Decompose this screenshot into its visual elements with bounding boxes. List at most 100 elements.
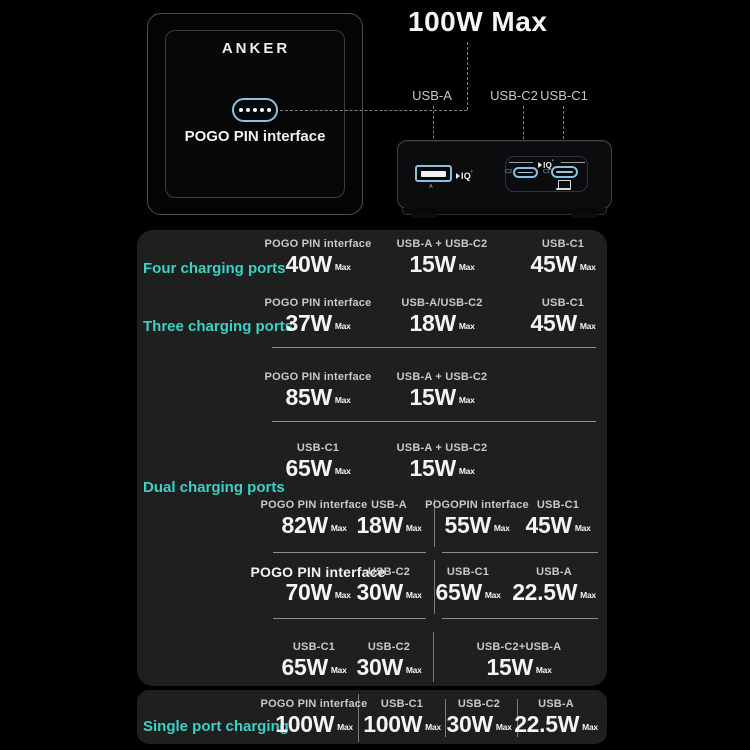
spec-cell: USB-A + USB-C2 15W Max: [397, 371, 488, 415]
column-divider: [434, 560, 435, 614]
row-divider: [442, 618, 598, 619]
spec-card-single-port: [137, 690, 607, 744]
max-suffix: Max: [334, 590, 351, 600]
max-suffix: Max: [330, 523, 347, 533]
port-name-label: POGO PIN interface: [264, 238, 372, 250]
spec-cell: USB-C1 100W Max: [363, 698, 441, 742]
spec-cell: USB-C1 45W Max: [530, 297, 595, 341]
pogo-pin-icon: [232, 98, 278, 122]
wattage-value: 82W Max: [281, 512, 346, 543]
port-name-label: USB-C1: [541, 297, 585, 309]
port-name-label: USB-C1: [536, 499, 580, 511]
charger-base: [402, 208, 607, 215]
wattage-value: 100W Max: [363, 711, 441, 742]
charger-foot: [412, 214, 438, 218]
usb-c1-callout-line: [563, 106, 564, 164]
usb-a-tongue: [421, 171, 446, 177]
laptop-icon-base: [556, 188, 571, 190]
spec-cell: POGO PIN interface 85W Max: [265, 371, 372, 415]
row-divider: [272, 347, 596, 348]
spec-cell: USB-C1 65W Max: [281, 641, 346, 685]
port-name-label: USB-C2: [457, 698, 501, 710]
wattage-value: 15W Max: [409, 251, 474, 282]
spec-cell: USB-C1 45W Max: [525, 499, 590, 543]
wattage-value: 22.5W Max: [514, 711, 598, 742]
max-suffix: Max: [337, 722, 353, 732]
spec-cell: USB-C2 30W Max: [446, 698, 511, 742]
max-suffix: Max: [580, 590, 596, 600]
port-name-label: USB-A/USB-C2: [401, 297, 483, 309]
row-divider: [272, 421, 596, 422]
max-suffix: Max: [405, 523, 422, 533]
poweriq-triangle: [538, 162, 543, 168]
max-wattage-title: 100W Max: [408, 6, 548, 37]
port-name-label: POGO PIN interface: [264, 297, 372, 309]
column-divider: [358, 694, 359, 742]
port-name-label: POGO PIN interface: [260, 698, 368, 710]
port-name-label: USB-A: [536, 566, 572, 578]
wattage-value: 65W Max: [281, 654, 346, 685]
wattage-value: 22.5W Max: [512, 579, 596, 610]
usb-c2-port-mark: C2: [505, 169, 513, 175]
poweriq-triangle: [456, 173, 460, 179]
max-suffix: Max: [334, 395, 351, 405]
max-suffix: Max: [458, 262, 475, 272]
port-name-label: POGO PIN interface: [250, 564, 386, 580]
usb-c2-port-icon: [513, 167, 538, 178]
spec-cell: POGO PIN interface 100W Max: [261, 698, 368, 742]
iq-bracket-line: [509, 162, 533, 163]
section-label-three-ports: Three charging ports: [143, 318, 294, 335]
spec-cell: POGOPIN interface 55W Max: [425, 499, 529, 543]
usb-c2-callout-line: [523, 106, 524, 165]
max-suffix: Max: [334, 262, 351, 272]
port-name-label: USB-A: [371, 499, 407, 511]
max-suffix: Max: [493, 523, 510, 533]
port-name-label: USB-C2: [367, 641, 411, 653]
iq-bracket-line: [561, 162, 585, 163]
port-name-label: POGOPIN interface: [425, 499, 529, 511]
spec-cell: USB-A + USB-C2 15W Max: [397, 442, 488, 486]
spec-cell: USB-A 22.5W Max: [514, 698, 598, 742]
spec-cell: USB-A 18W Max: [356, 499, 421, 543]
port-name-label: USB-C1: [380, 698, 424, 710]
port-name-label: USB-A: [538, 698, 574, 710]
port-name-label: USB-C1: [446, 566, 490, 578]
wattage-value: 65W Max: [435, 579, 500, 610]
section-label-four-ports: Four charging ports: [143, 260, 286, 277]
spec-cell: USB-A/USB-C2 18W Max: [401, 297, 482, 341]
max-suffix: Max: [405, 590, 422, 600]
usb-a-label: USB-A: [412, 88, 452, 103]
wattage-value: 37W Max: [285, 310, 350, 341]
section-label-single-port: Single port charging: [143, 718, 289, 735]
spec-cell: USB-A + USB-C2 15W Max: [397, 238, 488, 282]
column-divider: [433, 632, 434, 682]
spec-cell: USB-C2 30W Max: [356, 566, 421, 610]
column-divider: [517, 699, 518, 737]
port-name-label: USB-C1: [541, 238, 585, 250]
port-name-label: USB-A + USB-C2: [396, 442, 488, 454]
spec-cell: POGO PIN interface 70W Max: [250, 564, 386, 610]
spec-cell: POGO PIN interface 37W Max: [265, 297, 372, 341]
spec-cell: USB-C1 45W Max: [530, 238, 595, 282]
pogo-dot: [260, 108, 264, 112]
row-divider: [273, 552, 426, 553]
usb-c-group-outline: [505, 156, 588, 192]
poweriq-icon: IQ ': [456, 166, 473, 184]
pogo-dot: [246, 108, 250, 112]
section-label-dual-ports: Dual charging ports: [143, 479, 285, 496]
max-suffix: Max: [425, 722, 441, 732]
spec-cell: POGO PIN interface 40W Max: [265, 238, 372, 282]
column-divider: [445, 699, 446, 737]
wattage-value: 100W Max: [275, 711, 353, 742]
wattage-value: 15W Max: [409, 384, 474, 415]
max-suffix: Max: [405, 665, 422, 675]
wattage-value: 70W Max: [285, 579, 350, 610]
port-name-label: USB-A + USB-C2: [396, 238, 488, 250]
spec-cell: USB-C2 30W Max: [356, 641, 421, 685]
spec-cell: USB-A 22.5W Max: [512, 566, 596, 610]
charger-foot: [572, 214, 598, 218]
wattage-value: 18W Max: [356, 512, 421, 543]
usb-c1-port-icon: [551, 166, 578, 178]
port-name-label: USB-C1: [296, 442, 340, 454]
max-suffix: Max: [535, 665, 552, 675]
